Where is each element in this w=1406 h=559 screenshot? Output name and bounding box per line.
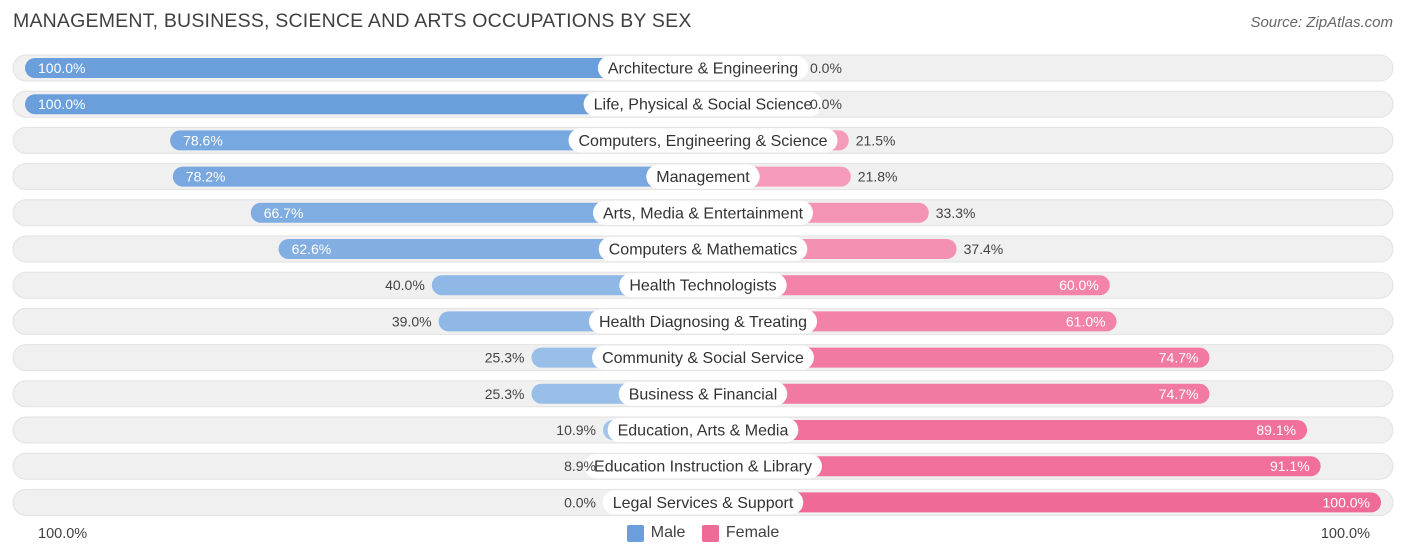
category-label-box [607, 418, 799, 442]
male-value-label: 100.0% [38, 60, 85, 76]
category-label-box [588, 309, 818, 334]
female-value-label: 89.1% [1256, 422, 1296, 438]
category-label-box [618, 381, 788, 406]
category-label: Health Technologists [629, 278, 776, 295]
category-label-box [646, 164, 760, 189]
male-value-label: 62.6% [292, 241, 332, 257]
bar-female [703, 420, 1308, 440]
category-label-box [598, 237, 808, 261]
bar-female [703, 456, 1321, 477]
male-value-label: 40.0% [385, 277, 425, 293]
male-value-label: 78.2% [186, 169, 226, 185]
legend-swatch-female [701, 524, 719, 542]
female-value-label: 21.8% [858, 169, 898, 185]
chart-title: MANAGEMENT, BUSINESS, SCIENCE AND ARTS O… [13, 10, 692, 32]
female-value-label: 74.7% [1159, 350, 1199, 366]
bar-female [703, 492, 1381, 513]
category-label-box [568, 128, 838, 153]
category-label: Health Diagnosing & Treating [599, 314, 807, 331]
bar-male [250, 202, 704, 223]
category-label: Architecture & Engineering [608, 61, 798, 78]
male-value-label: 66.7% [264, 205, 304, 221]
female-value-label: 0.0% [810, 60, 842, 76]
bar-female [703, 383, 1210, 404]
male-value-label: 78.6% [183, 132, 223, 148]
category-label: Computers & Mathematics [609, 242, 798, 259]
female-value-label: 91.1% [1270, 458, 1310, 474]
category-label: Business & Financial [629, 386, 778, 403]
category-label: Education, Arts & Media [618, 423, 789, 440]
male-value-label: 8.9% [564, 458, 596, 474]
female-value-label: 100.0% [1323, 494, 1370, 510]
male-value-label: 39.0% [392, 313, 432, 329]
bar-male [172, 166, 703, 187]
bar-male [25, 58, 703, 78]
legend-item-female[interactable]: Female [701, 524, 780, 542]
category-label-box [619, 273, 787, 298]
female-value-label: 21.5% [856, 132, 896, 148]
male-value-label: 25.3% [485, 350, 525, 366]
category-label-box [592, 345, 814, 370]
legend-item-male[interactable]: Male [626, 524, 686, 542]
bar-male [25, 94, 703, 115]
legend: Male Female [0, 524, 1406, 547]
axis-left-label: 100.0% [38, 526, 88, 542]
category-label: Management [656, 169, 750, 186]
male-value-label: 0.0% [564, 494, 596, 510]
category-label: Computers, Engineering & Science [578, 133, 827, 150]
female-value-label: 60.0% [1059, 277, 1099, 293]
category-label: Legal Services & Support [613, 495, 794, 512]
male-value-label: 10.9% [556, 422, 596, 438]
category-label: Life, Physical & Social Science [594, 97, 813, 114]
category-label-box [592, 200, 814, 225]
bar-female [703, 275, 1110, 296]
male-value-label: 25.3% [485, 386, 525, 402]
male-value-label: 100.0% [38, 96, 85, 112]
female-value-label: 74.7% [1159, 386, 1199, 402]
category-label: Education Instruction & Library [594, 459, 812, 476]
category-label-box [602, 490, 804, 515]
source-label: Source: ZipAtlas.com [1250, 14, 1393, 31]
category-label: Arts, Media & Entertainment [603, 205, 804, 222]
bar-male [278, 239, 703, 259]
legend-label-male: Male [650, 524, 686, 541]
female-value-label: 61.0% [1066, 313, 1106, 329]
female-value-label: 33.3% [936, 205, 976, 221]
legend-swatch-male [626, 524, 644, 542]
category-label-box [584, 454, 822, 479]
female-value-label: 37.4% [964, 241, 1004, 257]
category-label-box [583, 92, 823, 117]
female-value-label: 0.0% [810, 96, 842, 112]
legend-label-female: Female [725, 524, 780, 541]
axis-right-label: 100.0% [1320, 526, 1370, 542]
bar-female [703, 347, 1210, 368]
category-label: Community & Social Service [602, 350, 804, 367]
category-label-box [597, 56, 809, 80]
